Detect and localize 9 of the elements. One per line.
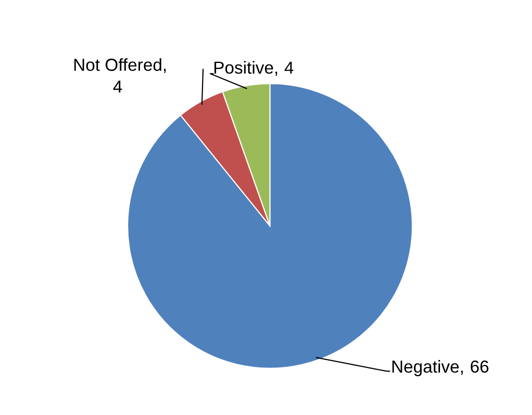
text: ,	[461, 370, 463, 375]
text: ,	[275, 72, 278, 76]
slice-label: Positive	[214, 61, 274, 74]
slice-label: Not Offered	[74, 58, 162, 71]
data-label: 4	[113, 80, 122, 93]
slice-label: Negative	[392, 360, 459, 376]
data-label: 4	[284, 62, 294, 74]
data-label: 66	[470, 360, 488, 373]
text: ,	[164, 68, 166, 74]
